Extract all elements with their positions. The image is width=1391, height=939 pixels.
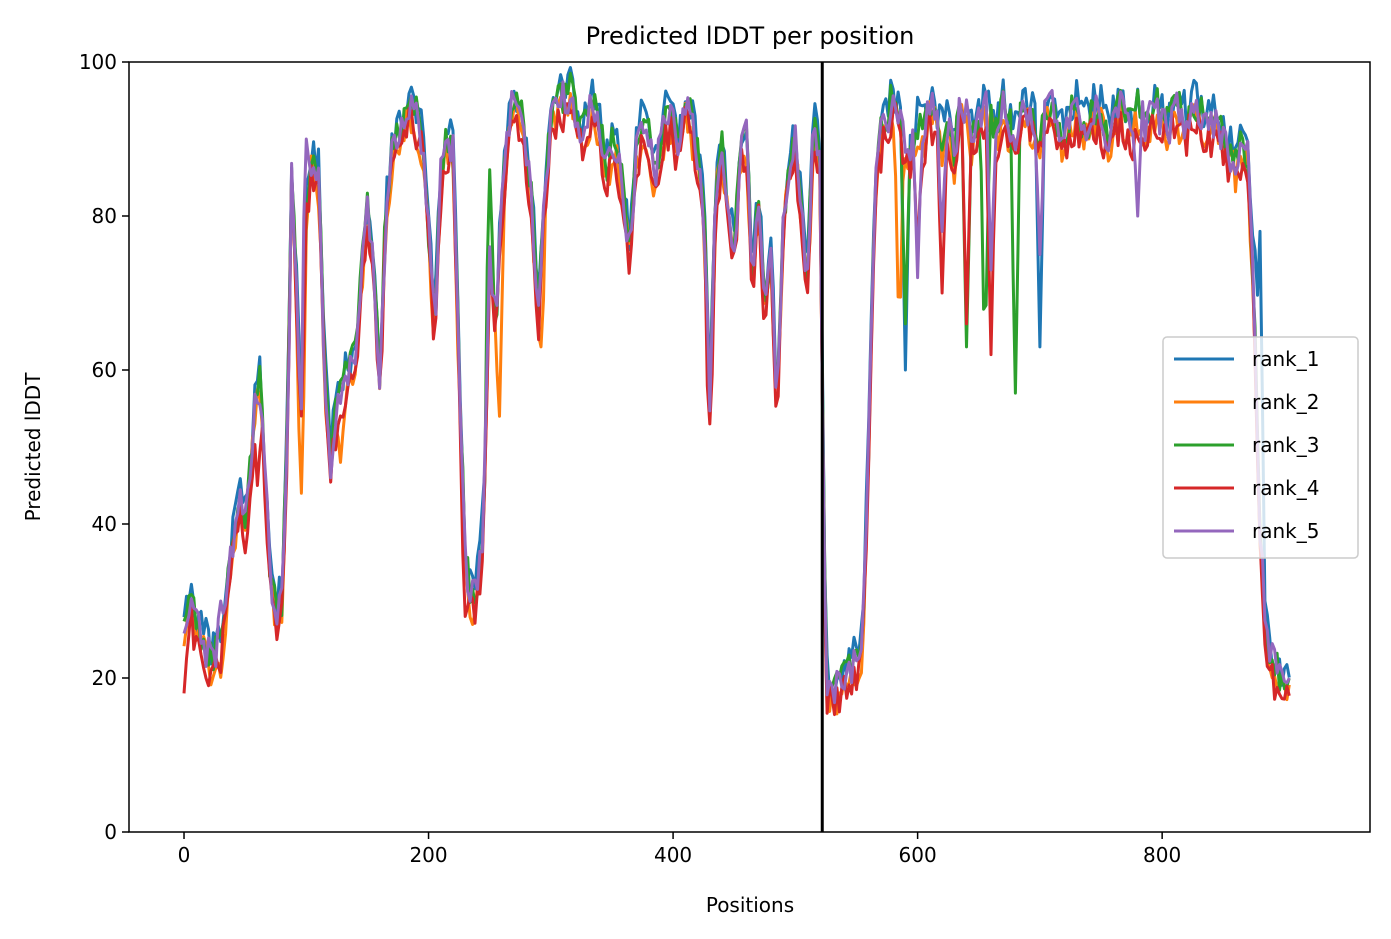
x-tick-label: 200 bbox=[409, 843, 447, 867]
x-tick-label: 600 bbox=[899, 843, 937, 867]
y-tick-label: 100 bbox=[79, 50, 117, 74]
legend-label-rank_1: rank_1 bbox=[1252, 347, 1319, 371]
series-line-rank_5 bbox=[182, 80, 1291, 705]
axis-ticks: 0 200 400 600 800 0 20 40 60 80 100 bbox=[79, 50, 1181, 867]
legend-label-rank_3: rank_3 bbox=[1252, 433, 1319, 457]
x-tick-label: 400 bbox=[654, 843, 692, 867]
legend-label-rank_2: rank_2 bbox=[1252, 390, 1319, 414]
legend-box bbox=[1162, 336, 1359, 559]
y-axis-label: Predicted lDDT bbox=[21, 372, 45, 522]
y-tick-label: 0 bbox=[104, 820, 117, 844]
series-lines bbox=[182, 66, 1291, 717]
plot-frame bbox=[128, 61, 1371, 833]
y-tick-label: 20 bbox=[92, 666, 117, 690]
y-tick-label: 60 bbox=[92, 358, 117, 382]
legend: rank_1 rank_2 rank_3 rank_4 rank_5 bbox=[1162, 336, 1359, 559]
chart-title: Predicted lDDT per position bbox=[586, 22, 915, 50]
y-tick-label: 80 bbox=[92, 204, 117, 228]
legend-label-rank_5: rank_5 bbox=[1252, 519, 1319, 543]
x-tick-label: 800 bbox=[1143, 843, 1181, 867]
legend-label-rank_4: rank_4 bbox=[1252, 476, 1319, 500]
x-axis-label: Positions bbox=[706, 893, 794, 917]
x-tick-label: 0 bbox=[178, 843, 191, 867]
y-tick-label: 40 bbox=[92, 512, 117, 536]
